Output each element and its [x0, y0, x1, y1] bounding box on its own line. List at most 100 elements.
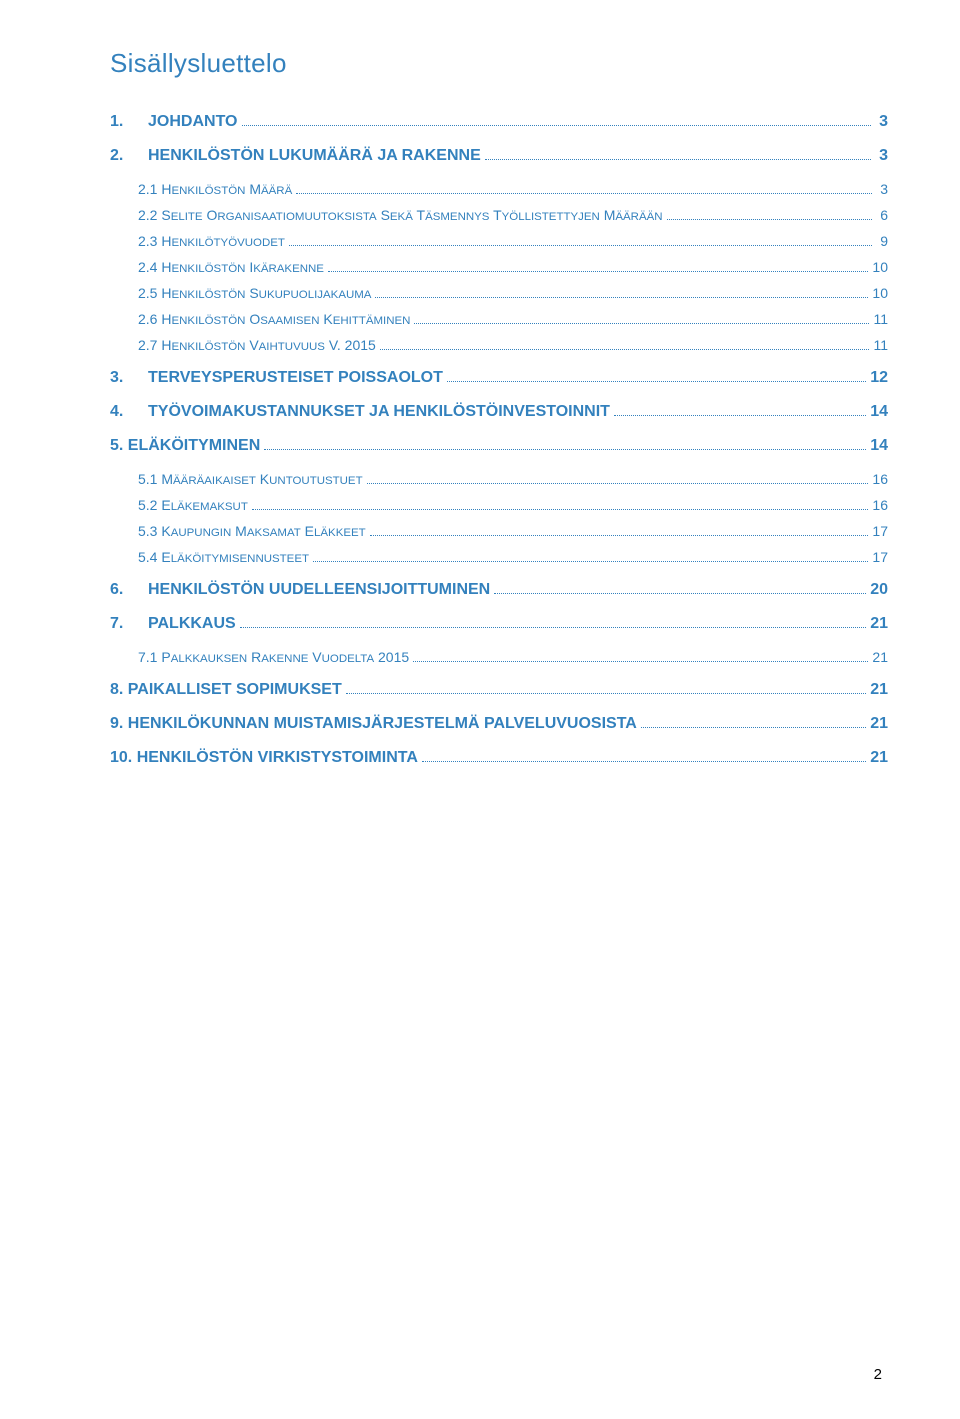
toc-entry-page: 10 [872, 259, 888, 275]
toc-entry[interactable]: 2.4 HENKILÖSTÖN IKÄRAKENNE 10 [110, 259, 888, 275]
toc-entry-label: PALKKAUKSEN RAKENNE VUODELTA 2015 [161, 649, 409, 665]
toc-entry[interactable]: 2.5 HENKILÖSTÖN SUKUPUOLIJAKAUMA 10 [110, 285, 888, 301]
toc-entry[interactable]: 5. ELÄKÖITYMINEN 14 [110, 437, 888, 455]
toc-entry[interactable]: 9. HENKILÖKUNNAN MUISTAMISJÄRJESTELMÄ PA… [110, 715, 888, 733]
toc-entry-label: HENKILÖSTÖN IKÄRAKENNE [161, 259, 324, 275]
toc-entry[interactable]: 5.2 ELÄKEMAKSUT 16 [110, 497, 888, 513]
toc-entry-number: 8. [110, 681, 128, 699]
toc-entry[interactable]: 2.HENKILÖSTÖN LUKUMÄÄRÄ JA RAKENNE 3 [110, 147, 888, 165]
toc-entry[interactable]: 4.TYÖVOIMAKUSTANNUKSET JA HENKILÖSTÖINVE… [110, 403, 888, 421]
toc-entry-page: 21 [870, 749, 888, 767]
toc-leader [289, 236, 872, 246]
toc-entry[interactable]: 2.2 SELITE ORGANISAATIOMUUTOKSISTA SEKÄ … [110, 207, 888, 223]
toc-leader [264, 439, 866, 450]
toc-entry[interactable]: 5.3 KAUPUNGIN MAKSAMAT ELÄKKEET 17 [110, 523, 888, 539]
toc-entry-page: 21 [870, 615, 888, 633]
toc-entry-label: HENKILÖTYÖVUODET [161, 233, 285, 249]
toc-title: Sisällysluettelo [110, 48, 888, 79]
toc-entry-page: 3 [875, 113, 888, 131]
toc-entry-page: 11 [873, 311, 888, 327]
toc-entry-number: 5.3 [138, 523, 161, 539]
toc-leader [641, 717, 866, 728]
toc-entry-number: 2.1 [138, 181, 161, 197]
toc-leader [614, 405, 866, 416]
toc-entry-page: 16 [872, 497, 888, 513]
toc-entry-label: HENKILÖSTÖN SUKUPUOLIJAKAUMA [161, 285, 371, 301]
toc-entry-label: SELITE ORGANISAATIOMUUTOKSISTA SEKÄ TÄSM… [161, 207, 662, 223]
toc-entry-label: ELÄKÖITYMINEN [128, 437, 260, 455]
toc-leader [413, 652, 868, 662]
toc-leader [242, 115, 871, 126]
toc-entry-number: 2.4 [138, 259, 161, 275]
toc-entry[interactable]: 3.TERVEYSPERUSTEISET POISSAOLOT12 [110, 369, 888, 387]
toc-entry-number: 2.3 [138, 233, 161, 249]
toc-leader [380, 340, 870, 350]
toc-entry-number: 4. [110, 403, 148, 421]
toc-entry[interactable]: 7.PALKKAUS 21 [110, 615, 888, 633]
toc-entry-number: 3. [110, 369, 148, 387]
toc-entry-label: HENKILÖSTÖN VIRKISTYSTOIMINTA [137, 749, 418, 767]
toc-entry[interactable]: 10. HENKILÖSTÖN VIRKISTYSTOIMINTA 21 [110, 749, 888, 767]
toc-entry-page: 12 [870, 369, 888, 387]
toc-entry-label: ELÄKEMAKSUT [161, 497, 247, 513]
toc-entry-page: 17 [872, 549, 888, 565]
toc-entry-label: HENKILÖSTÖN LUKUMÄÄRÄ JA RAKENNE [148, 147, 481, 165]
toc-entry[interactable]: 6.HENKILÖSTÖN UUDELLEENSIJOITTUMINEN20 [110, 581, 888, 599]
toc-entry-label: HENKILÖKUNNAN MUISTAMISJÄRJESTELMÄ PALVE… [128, 715, 637, 733]
toc-entry-page: 6 [876, 207, 888, 223]
toc-entry-page: 16 [872, 471, 888, 487]
toc-entry-number: 5.2 [138, 497, 161, 513]
toc-entry-page: 21 [870, 715, 888, 733]
toc-entry-page: 14 [870, 403, 888, 421]
toc-leader [485, 149, 871, 160]
toc-leader [328, 262, 868, 272]
toc-entry-page: 11 [873, 337, 888, 353]
toc-entry-number: 5.1 [138, 471, 161, 487]
toc-entry-page: 17 [872, 523, 888, 539]
toc-entry-label: PALKKAUS [148, 615, 236, 633]
toc-leader [367, 474, 869, 484]
toc-entry-number: 5. [110, 437, 128, 455]
toc-entry-label: ELÄKÖITYMISENNUSTEET [161, 549, 309, 565]
toc-entry[interactable]: 2.3 HENKILÖTYÖVUODET 9 [110, 233, 888, 249]
toc-entry-label: HENKILÖSTÖN MÄÄRÄ [161, 181, 292, 197]
toc-entry-number: 2. [110, 147, 148, 165]
page-number: 2 [874, 1366, 882, 1383]
toc-leader [422, 751, 866, 762]
toc-entry-page: 3 [875, 147, 888, 165]
toc-entry-number: 2.5 [138, 285, 161, 301]
toc-entry-label: HENKILÖSTÖN OSAAMISEN KEHITTÄMINEN [161, 311, 410, 327]
toc-entry-number: 7. [110, 615, 148, 633]
toc-leader [296, 184, 872, 194]
toc-entry-label: PAIKALLISET SOPIMUKSET [128, 681, 342, 699]
toc-leader [346, 683, 866, 694]
toc-entry[interactable]: 5.1 MÄÄRÄAIKAISET KUNTOUTUSTUET 16 [110, 471, 888, 487]
toc-entry-number: 7.1 [138, 649, 161, 665]
toc-leader [252, 500, 869, 510]
toc-leader [667, 210, 873, 220]
toc-entry-page: 14 [870, 437, 888, 455]
toc-entry-number: 2.2 [138, 207, 161, 223]
toc-entry[interactable]: 8. PAIKALLISET SOPIMUKSET21 [110, 681, 888, 699]
toc-entry-page: 20 [870, 581, 888, 599]
toc-entry[interactable]: 7.1 PALKKAUKSEN RAKENNE VUODELTA 201521 [110, 649, 888, 665]
toc-entry-label: MÄÄRÄAIKAISET KUNTOUTUSTUET [161, 471, 362, 487]
toc-entry-page: 10 [872, 285, 888, 301]
toc-entry-page: 9 [876, 233, 888, 249]
toc-leader [447, 371, 866, 382]
toc-entry-number: 10. [110, 749, 137, 767]
toc-leader [313, 552, 868, 562]
toc-entry-number: 1. [110, 113, 148, 131]
toc-entry[interactable]: 2.1 HENKILÖSTÖN MÄÄRÄ 3 [110, 181, 888, 197]
toc-leader [414, 314, 869, 324]
toc-entry[interactable]: 1.JOHDANTO 3 [110, 113, 888, 131]
toc-entry[interactable]: 2.6 HENKILÖSTÖN OSAAMISEN KEHITTÄMINEN11 [110, 311, 888, 327]
toc-leader [370, 526, 869, 536]
toc-entry-label: HENKILÖSTÖN VAIHTUVUUS V. 2015 [161, 337, 375, 353]
toc-leader [240, 617, 867, 628]
toc-entry[interactable]: 5.4 ELÄKÖITYMISENNUSTEET17 [110, 549, 888, 565]
toc-leader [494, 583, 866, 594]
toc-entry-label: KAUPUNGIN MAKSAMAT ELÄKKEET [161, 523, 365, 539]
toc-entry-number: 2.7 [138, 337, 161, 353]
toc-entry[interactable]: 2.7 HENKILÖSTÖN VAIHTUVUUS V. 2015 11 [110, 337, 888, 353]
